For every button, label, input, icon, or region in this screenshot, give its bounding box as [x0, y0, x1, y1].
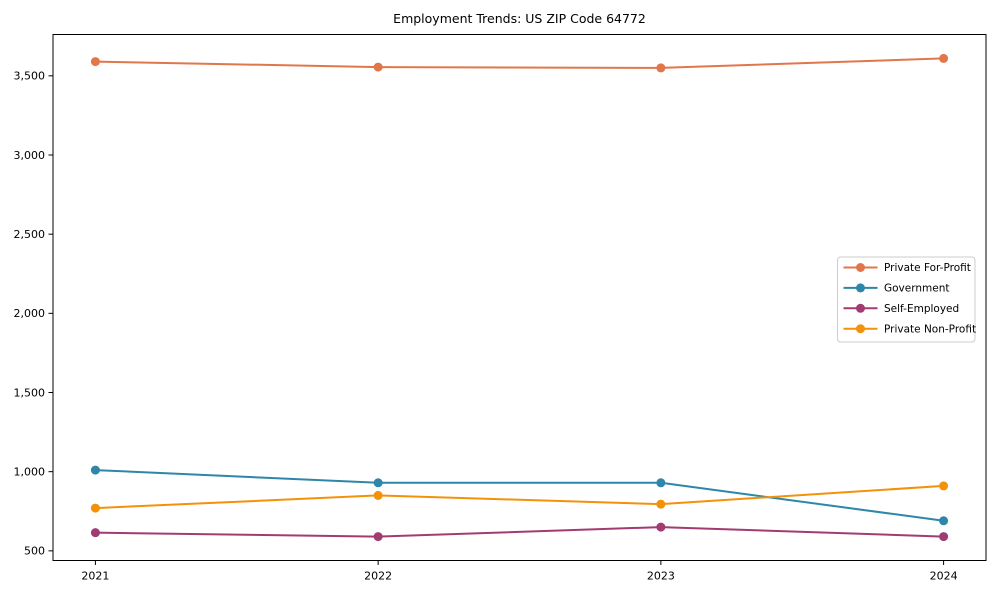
x-tick-label: 2022	[364, 570, 392, 583]
legend-marker-icon	[856, 283, 865, 293]
x-tick-label: 2021	[81, 570, 109, 583]
legend-entry-private-for-profit: Private For-Profit	[843, 262, 971, 274]
legend-label: Government	[884, 283, 949, 295]
data-point-private-non-profit	[656, 499, 666, 509]
y-tick-label: 1,000	[14, 465, 46, 478]
legend-entry-government: Government	[843, 283, 949, 295]
data-point-self-employed	[373, 532, 383, 542]
series-line-government	[94, 469, 945, 522]
legend-label: Private For-Profit	[884, 262, 971, 274]
y-tick-label: 3,500	[14, 70, 46, 83]
legend-box	[837, 256, 976, 343]
data-point-government	[90, 465, 100, 475]
data-point-government	[939, 516, 949, 526]
data-point-private-for-profit	[373, 62, 383, 72]
legend-label: Self-Employed	[884, 303, 959, 315]
x-tick-label: 2023	[647, 570, 675, 583]
data-point-private-for-profit	[90, 57, 100, 67]
legend: Private For-Profit Government Self-Employe…	[837, 256, 976, 343]
chart-title: Employment Trends: US ZIP Code 64772	[393, 11, 646, 26]
y-tick-label: 3,000	[14, 149, 46, 162]
series-line-private-for-profit	[94, 57, 945, 69]
data-point-private-non-profit	[939, 481, 949, 491]
series-line-private-non-profit	[94, 484, 945, 510]
y-tick-label: 1,500	[14, 386, 46, 399]
y-tick-label: 500	[24, 545, 45, 558]
legend-entry-self-employed: Self-Employed	[843, 303, 959, 315]
legend-marker-icon	[856, 303, 865, 313]
y-tick-label: 2,500	[14, 228, 46, 241]
data-point-private-non-profit	[373, 490, 383, 500]
series-line-self-employed	[94, 526, 945, 538]
axes-spines	[52, 34, 987, 561]
data-point-government	[656, 478, 666, 488]
data-point-private-for-profit	[939, 53, 949, 63]
data-point-private-non-profit	[90, 503, 100, 513]
x-tick-label: 2024	[930, 570, 958, 583]
legend-marker-icon	[856, 263, 865, 272]
data-point-private-for-profit	[656, 63, 666, 73]
data-point-self-employed	[656, 522, 666, 532]
legend-marker-icon	[856, 324, 865, 334]
data-point-self-employed	[90, 528, 100, 538]
legend-label: Private Non-Profit	[884, 323, 976, 335]
data-point-government	[373, 478, 383, 488]
legend-entry-private-non-profit: Private Non-Profit	[843, 323, 976, 335]
y-tick-label: 2,000	[14, 307, 46, 320]
data-point-self-employed	[939, 532, 949, 542]
